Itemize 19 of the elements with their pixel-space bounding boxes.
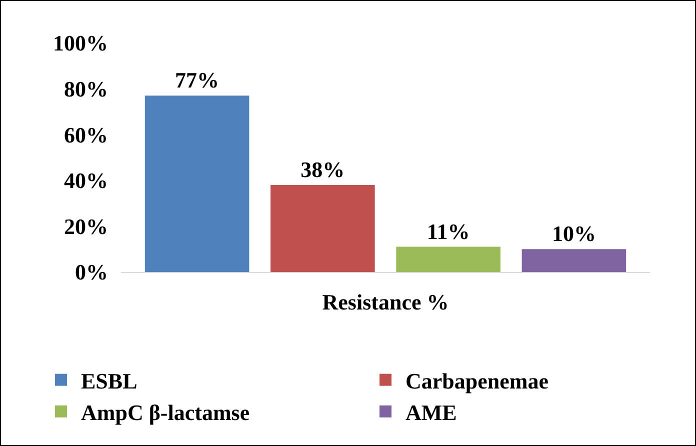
bar	[270, 184, 375, 272]
y-tick-label: 20%	[64, 214, 108, 239]
legend-label: Carbapenemae	[406, 368, 549, 394]
data-label: 38%	[300, 156, 345, 182]
legend-label: AmpC β-lactamse	[81, 400, 250, 425]
legend-label: AME	[406, 400, 457, 425]
bar	[522, 249, 626, 272]
data-label: 11%	[426, 218, 470, 244]
legend-label: ESBL	[81, 368, 138, 394]
y-tick-label: 40%	[64, 168, 108, 194]
y-tick-label: 80%	[64, 76, 108, 102]
y-tick-label: 100%	[53, 30, 108, 56]
x-tick-label: Resistance %	[322, 289, 449, 314]
data-label: 10%	[552, 221, 596, 246]
y-tick-label: 60%	[64, 122, 108, 148]
y-tick-label: 0%	[75, 260, 108, 285]
data-label: 77%	[175, 68, 220, 93]
bar	[396, 246, 500, 272]
bar	[144, 96, 250, 272]
